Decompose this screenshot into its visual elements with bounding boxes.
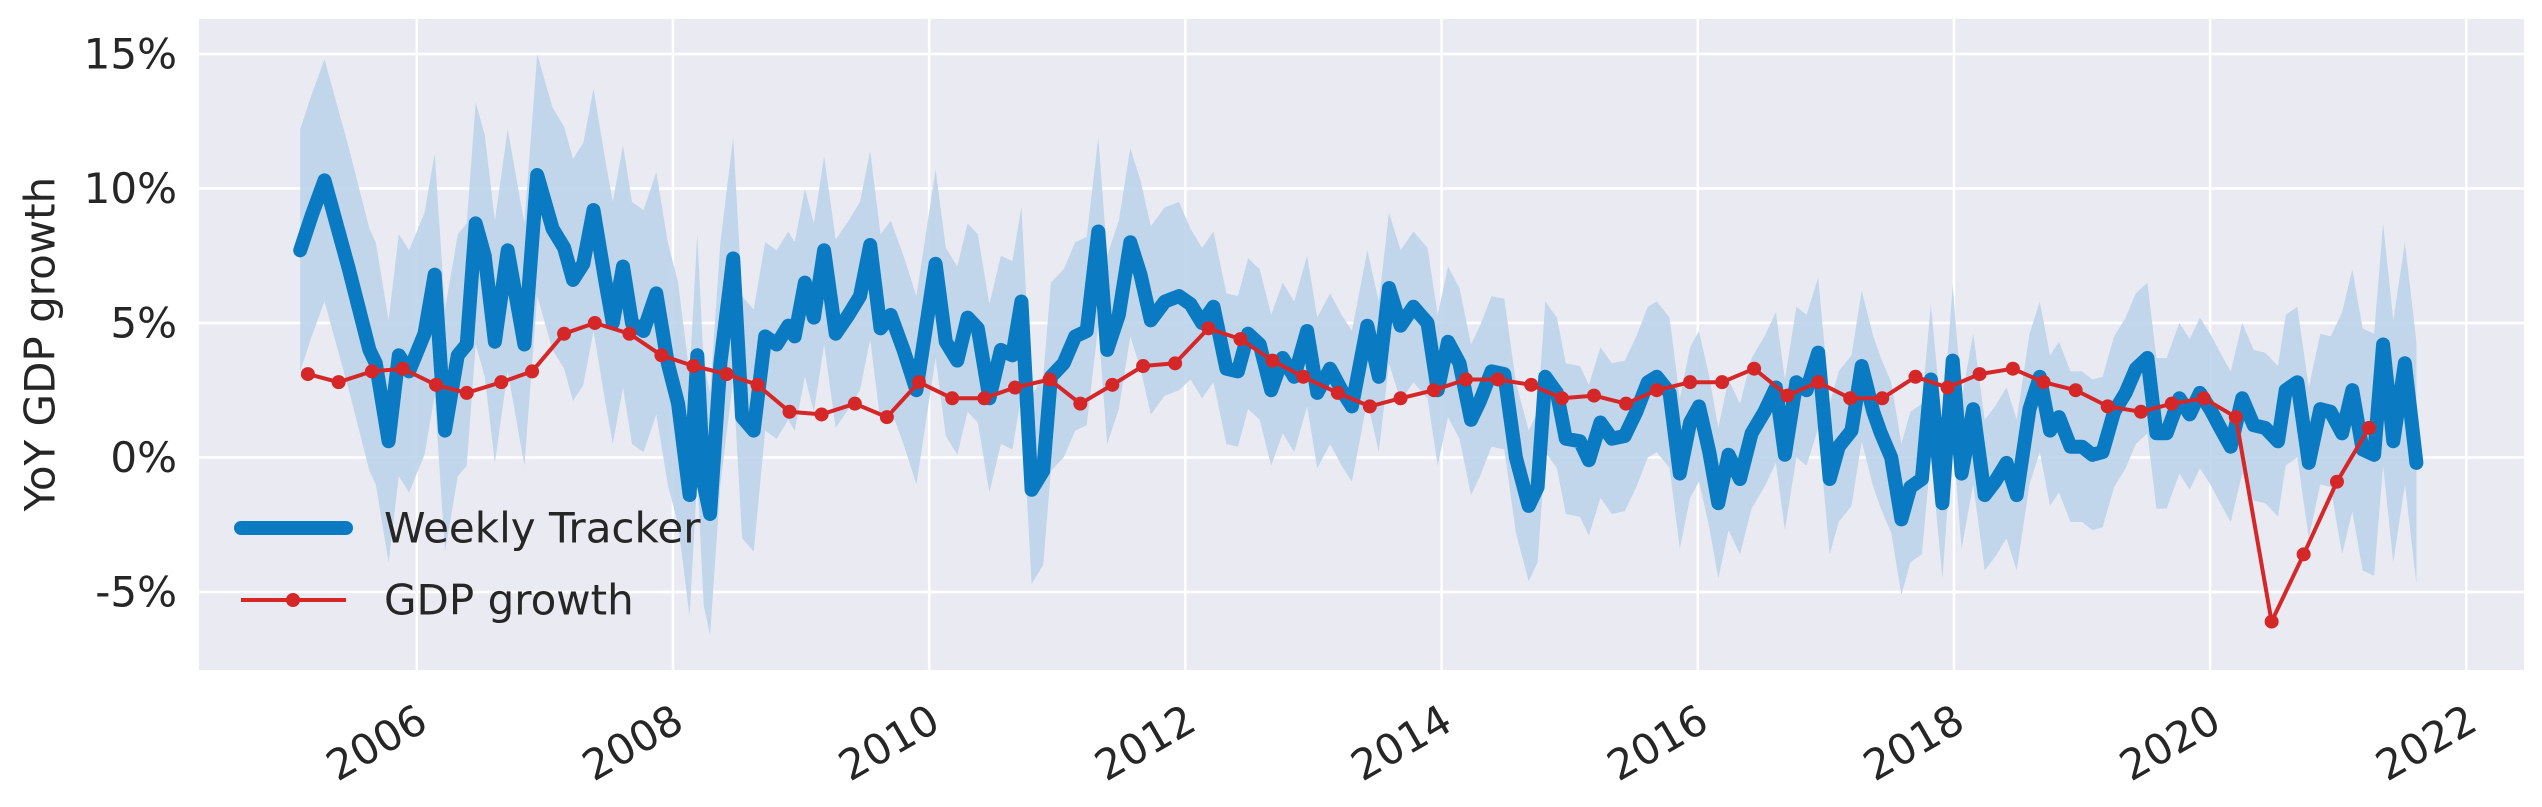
legend-label: GDP growth: [384, 576, 634, 625]
y-axis-label: YoY GDP growth: [16, 177, 65, 512]
data-point: [719, 367, 734, 382]
data-point: [814, 407, 829, 422]
data-point: [1524, 377, 1539, 392]
data-point: [2133, 404, 2148, 419]
data-point: [1042, 372, 1057, 387]
data-point: [1747, 361, 1762, 376]
data-point: [1587, 388, 1601, 403]
data-point: [1875, 391, 1890, 406]
legend: Weekly Tracker GDP growth: [234, 504, 701, 625]
data-point: [1490, 372, 1505, 387]
data-point: [2264, 614, 2279, 629]
data-point: [750, 377, 765, 392]
data-point: [2228, 410, 2243, 425]
data-point: [686, 359, 701, 374]
data-point: [2296, 547, 2311, 562]
y-tick-label: 5%: [110, 298, 177, 347]
data-point: [2100, 399, 2115, 414]
data-point: [1007, 380, 1022, 395]
data-point: [1105, 377, 1120, 392]
data-point: [1715, 375, 1730, 390]
data-point: [428, 377, 443, 392]
data-point: [331, 375, 346, 390]
data-point: [300, 367, 315, 382]
data-point: [1233, 332, 1248, 347]
data-point: [459, 385, 474, 400]
data-point: [494, 375, 509, 390]
data-point: [1168, 356, 1183, 371]
data-point: [847, 396, 862, 411]
data-point: [1362, 399, 1377, 414]
data-point: [977, 391, 992, 406]
x-tick-label: 2022: [2368, 695, 2485, 791]
data-point: [587, 315, 602, 330]
y-tick-label: -5%: [95, 567, 177, 616]
data-point: [622, 326, 637, 341]
x-tick-label: 2014: [1343, 695, 1460, 791]
data-point: [1073, 396, 1088, 411]
y-tick-label: 10%: [84, 164, 177, 213]
data-point: [2362, 420, 2376, 435]
x-tick-label: 2006: [318, 695, 435, 791]
data-point: [945, 391, 960, 406]
x-tick-label: 2018: [1855, 695, 1972, 791]
legend-label: Weekly Tracker: [384, 504, 701, 553]
x-tick-label: 2008: [574, 695, 691, 791]
data-point: [2196, 391, 2211, 406]
data-point: [2164, 396, 2179, 411]
data-point: [911, 375, 926, 390]
data-point: [1940, 380, 1955, 395]
data-point: [654, 348, 669, 363]
data-point: [1330, 385, 1345, 400]
x-tick-label: 2010: [830, 695, 947, 791]
data-point: [1780, 388, 1795, 403]
data-point: [395, 361, 410, 376]
x-tick-label: 2020: [2111, 695, 2228, 791]
data-point: [364, 364, 379, 379]
data-point: [1554, 391, 1569, 406]
data-point: [2036, 375, 2051, 390]
data-point: [1908, 369, 1923, 384]
data-point: [879, 410, 894, 425]
data-point: [1811, 375, 1826, 390]
data-point: [2068, 383, 2083, 398]
data-point: [1393, 391, 1408, 406]
data-point: [782, 404, 797, 419]
data-point: [525, 364, 540, 379]
data-point: [1683, 375, 1698, 390]
data-point: [1649, 383, 1664, 398]
data-point: [2329, 474, 2344, 489]
data-point: [1296, 369, 1311, 384]
data-point: [1265, 353, 1280, 368]
y-tick-label: 15%: [84, 29, 177, 78]
data-point: [1619, 396, 1634, 411]
data-point: [2005, 361, 2020, 376]
data-point: [1201, 321, 1216, 336]
data-point: [1458, 372, 1473, 387]
data-point: [1426, 383, 1441, 398]
y-tick-label: 0%: [110, 433, 177, 482]
data-point: [1136, 359, 1151, 374]
data-point: [1843, 391, 1858, 406]
x-tick-label: 2012: [1087, 695, 1204, 791]
data-point: [1972, 367, 1987, 382]
series-line: [293, 168, 2424, 527]
data-point: [557, 326, 572, 341]
legend-marker: [286, 593, 300, 607]
x-tick-label: 2016: [1599, 695, 1716, 791]
